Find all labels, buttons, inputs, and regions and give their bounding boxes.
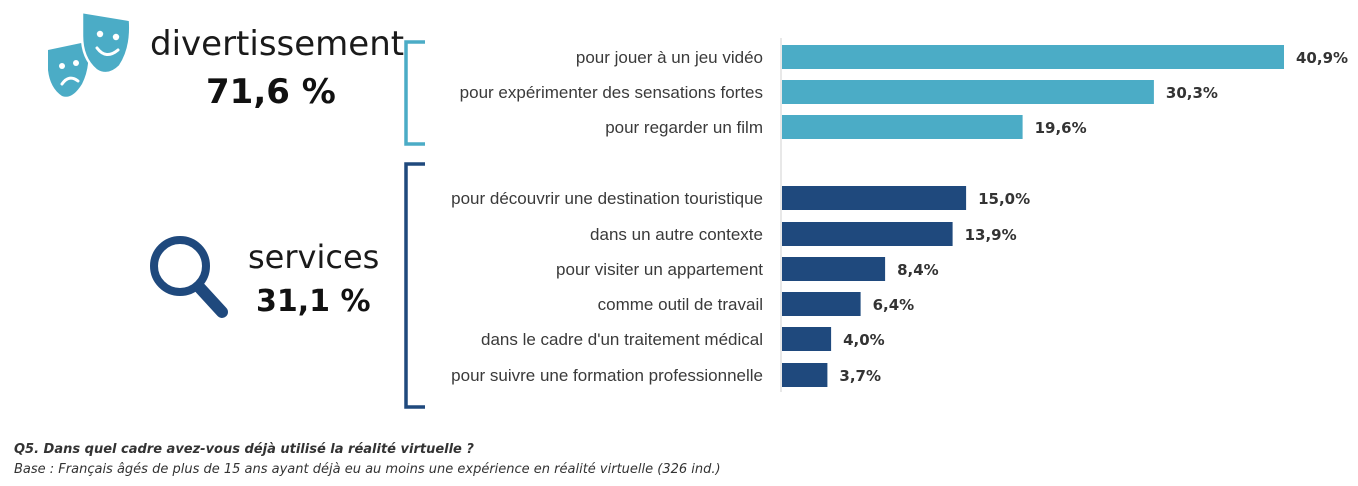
- value-label-2: 30,3%: [1166, 84, 1218, 102]
- category-label-1: pour jouer à un jeu vidéo: [576, 48, 763, 67]
- bar-7: [782, 292, 861, 316]
- question-footnote: Q5. Dans quel cadre avez-vous déjà utili…: [14, 442, 474, 457]
- bar-9: [782, 363, 828, 387]
- bar-8: [782, 327, 832, 351]
- category-label-3: pour regarder un film: [605, 118, 763, 137]
- value-label-6: 8,4%: [897, 261, 939, 279]
- theater-masks-icon: [48, 10, 132, 97]
- bar-6: [782, 257, 886, 281]
- value-label-4: 15,0%: [978, 190, 1030, 208]
- entertainment-bracket: [404, 40, 425, 146]
- services-title: services: [248, 238, 380, 276]
- category-label-8: dans le cadre d'un traitement médical: [481, 330, 763, 349]
- bar-3: [782, 115, 1023, 139]
- value-label-5: 13,9%: [965, 226, 1017, 244]
- category-label-5: dans un autre contexte: [590, 225, 763, 244]
- bar-2: [782, 80, 1154, 104]
- category-label-6: pour visiter un appartement: [556, 260, 763, 279]
- category-label-4: pour découvrir une destination touristiq…: [451, 189, 763, 208]
- value-label-9: 3,7%: [839, 367, 881, 385]
- value-label-1: 40,9%: [1296, 49, 1348, 67]
- value-label-8: 4,0%: [843, 331, 885, 349]
- entertainment-title: divertissement: [150, 24, 405, 64]
- entertainment-value: 71,6 %: [206, 72, 336, 112]
- base-footnote: Base : Français âgés de plus de 15 ans a…: [14, 462, 721, 477]
- bar-1: [782, 45, 1284, 69]
- services-value: 31,1 %: [256, 284, 371, 319]
- magnifier-icon: [150, 236, 228, 318]
- category-label-2: pour expérimenter des sensations fortes: [460, 83, 763, 102]
- value-label-7: 6,4%: [873, 296, 915, 314]
- value-label-3: 19,6%: [1035, 119, 1087, 137]
- bar-4: [782, 186, 967, 210]
- category-label-9: pour suivre une formation professionnell…: [451, 366, 763, 385]
- services-bracket: [404, 162, 425, 409]
- category-label-7: comme outil de travail: [598, 295, 763, 314]
- bar-5: [782, 222, 953, 246]
